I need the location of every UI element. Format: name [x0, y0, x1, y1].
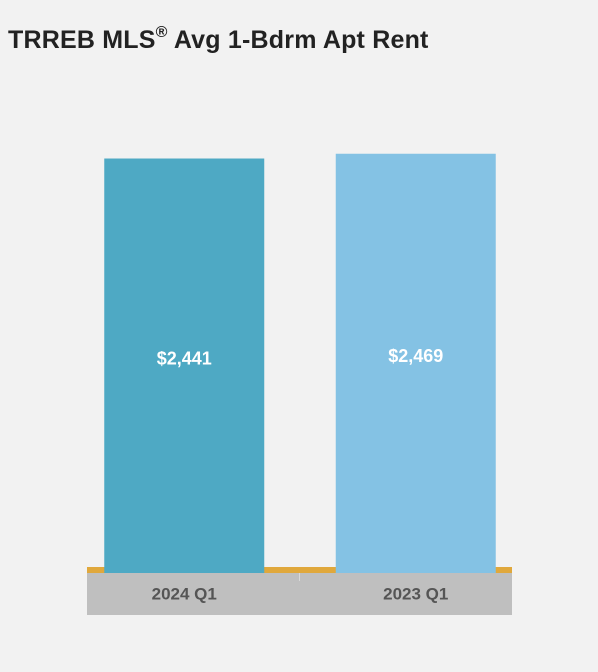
bar-2023-q1 — [335, 153, 496, 573]
data-label: $2,441 — [157, 349, 212, 369]
data-label: $2,469 — [388, 346, 443, 366]
registered-mark: ® — [155, 24, 168, 41]
x-tick-label: 2023 Q1 — [383, 584, 448, 603]
chart-title-rest: Avg 1-Bdrm Apt Rent — [167, 26, 429, 54]
chart-title-main: TRREB MLS — [8, 26, 156, 54]
x-tick-label: 2024 Q1 — [152, 584, 217, 603]
chart-title: TRREB MLS® Avg 1-Bdrm Apt Rent — [8, 24, 429, 55]
bars-layer — [104, 153, 496, 574]
labels-layer: $2,441 2024 Q1 $2,469 2023 Q1 — [152, 346, 449, 603]
baseline — [87, 567, 512, 573]
bar-2024-q1 — [104, 158, 265, 574]
